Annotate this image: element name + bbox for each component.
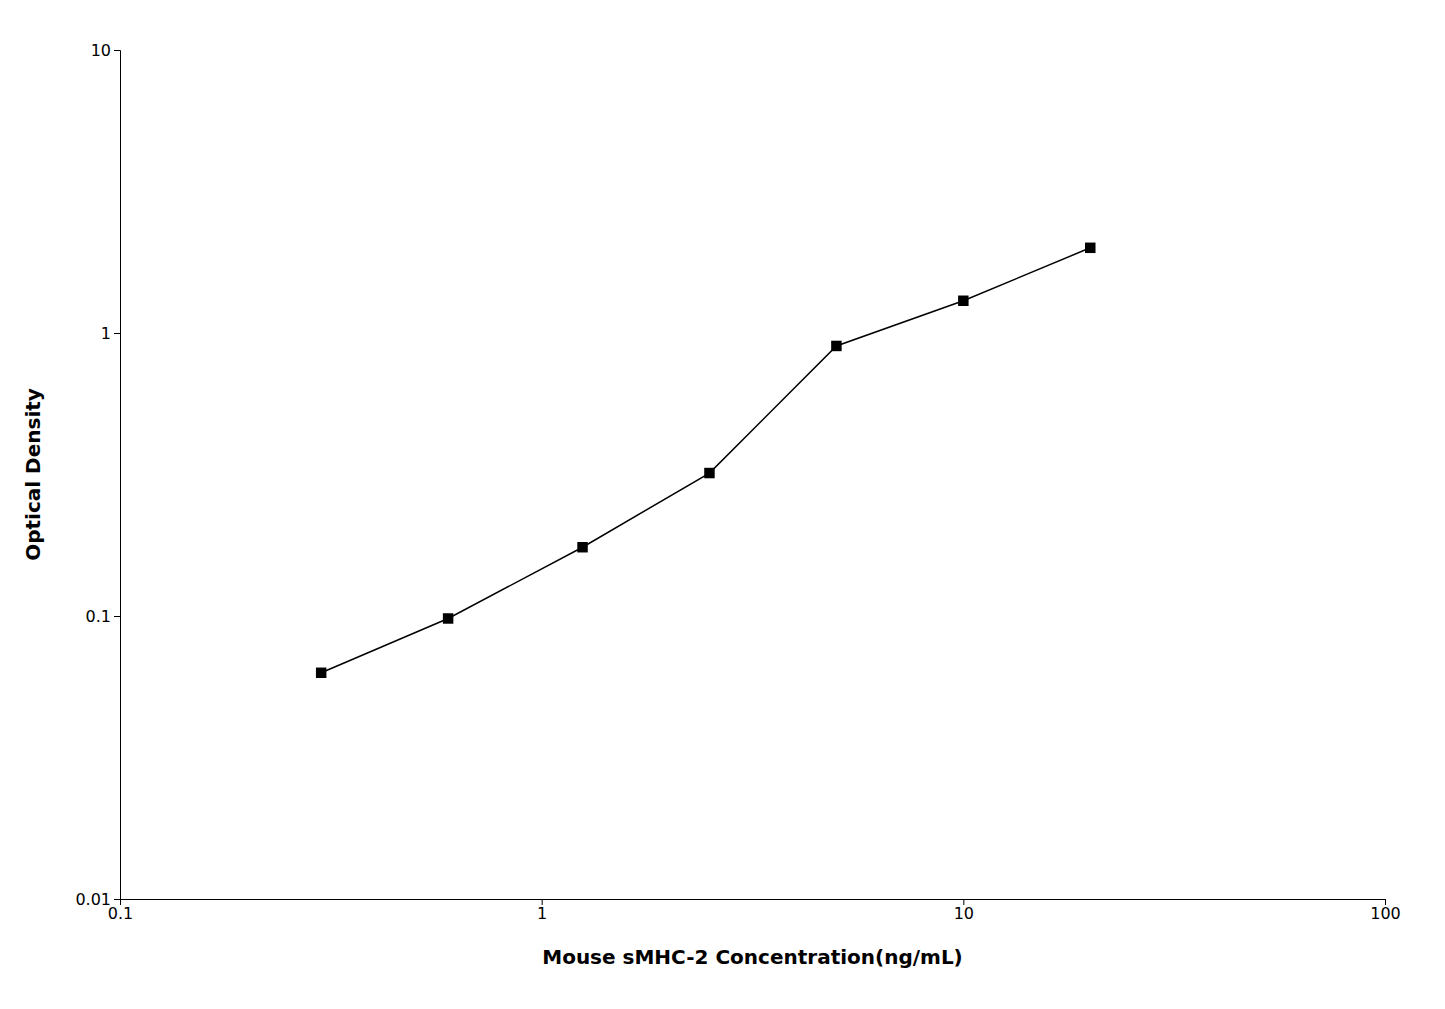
tick: 0.1 bbox=[86, 607, 120, 626]
tick-label: 10 bbox=[954, 904, 974, 923]
line bbox=[321, 248, 1090, 673]
tick: 100 bbox=[1370, 899, 1401, 923]
tick-label: 0.1 bbox=[108, 904, 133, 923]
marker bbox=[577, 542, 587, 552]
marker bbox=[316, 668, 326, 678]
x-axis: 0.1 1 10 100 bbox=[108, 899, 1401, 923]
tick: 10 bbox=[954, 899, 974, 923]
tick-mark bbox=[114, 333, 120, 334]
marks bbox=[316, 243, 1096, 678]
tick-label: 0.01 bbox=[75, 890, 111, 909]
tick: 0.01 bbox=[75, 890, 120, 909]
axis-line bbox=[114, 51, 121, 900]
chart: 0.11101000.010.1110Mouse sMHC-2 Concentr… bbox=[0, 0, 1445, 1009]
tick-mark bbox=[114, 50, 120, 51]
tick-label: 10 bbox=[91, 41, 111, 60]
tick: 10 bbox=[91, 41, 120, 60]
tick-label: 1 bbox=[101, 324, 111, 343]
plot: 0.11101000.010.1110Mouse sMHC-2 Concentr… bbox=[21, 41, 1401, 969]
y-axis: 0.01 0.1 1 10 bbox=[75, 41, 120, 909]
tick: 1 bbox=[101, 324, 120, 343]
tick-mark bbox=[114, 616, 120, 617]
tick-label: 1 bbox=[537, 904, 547, 923]
marker bbox=[958, 296, 968, 306]
tick-mark bbox=[114, 899, 120, 900]
axis-line bbox=[121, 900, 1386, 906]
tick-label: 0.1 bbox=[86, 607, 111, 626]
x-axis-title: Mouse sMHC-2 Concentration(ng/mL) bbox=[542, 945, 963, 969]
tick: 0.1 bbox=[108, 899, 133, 923]
marker bbox=[443, 613, 453, 623]
marker bbox=[831, 341, 841, 351]
marker bbox=[704, 468, 714, 478]
tick: 1 bbox=[537, 899, 547, 923]
marker bbox=[1085, 243, 1095, 253]
y-axis-title: Optical Density bbox=[21, 388, 45, 561]
tick-label: 100 bbox=[1370, 904, 1401, 923]
